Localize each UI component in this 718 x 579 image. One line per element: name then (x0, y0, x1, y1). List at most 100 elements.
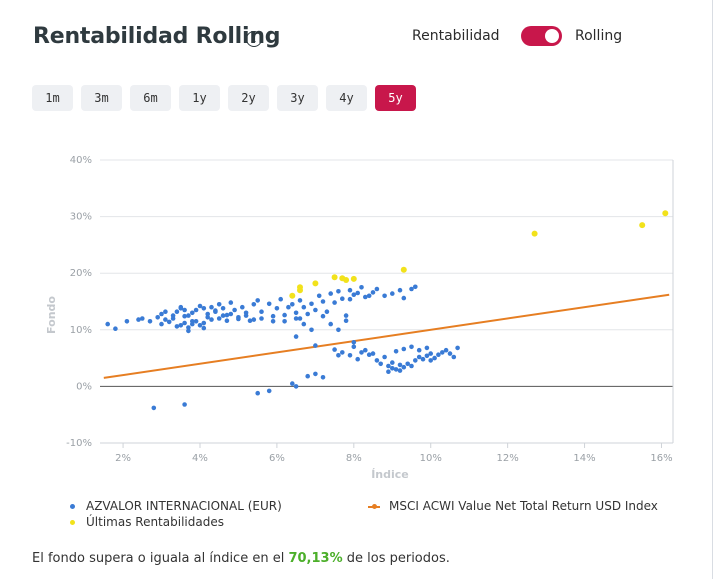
period-button-1m[interactable]: 1m (32, 85, 73, 111)
fund-data-point (255, 390, 260, 396)
fund-data-point (390, 360, 395, 365)
fund-data-point (432, 355, 437, 361)
y-tick-label: 10% (70, 325, 92, 336)
info-icon[interactable]: i (246, 31, 262, 47)
latest-return-point (400, 266, 407, 273)
fund-data-point (370, 351, 376, 356)
fund-data-point (313, 307, 318, 313)
scatter-chart: -10% 0% 10% 20% 30% 40% 2% 4% 6% 8% 10% 12% 14% 16% F… (45, 155, 674, 480)
fund-data-point (347, 287, 353, 293)
period-button-3y[interactable]: 3y (277, 85, 318, 111)
fund-data-point (228, 311, 234, 317)
x-tick-label: 12% (497, 453, 519, 464)
fund-data-point (186, 325, 191, 330)
fund-data-point (251, 302, 257, 307)
period-button-5y[interactable]: 5y (375, 85, 416, 111)
x-axis-label: Índice (371, 468, 409, 480)
fund-data-point (424, 353, 430, 359)
fund-data-point (378, 361, 384, 367)
latest-return-point (350, 275, 357, 282)
fund-data-point (332, 347, 337, 352)
fund-data-point (301, 304, 307, 310)
fund-data-point (216, 316, 222, 321)
latest-return-point (662, 210, 669, 217)
fund-data-point (190, 310, 195, 316)
fund-data-point (166, 319, 172, 325)
fund-data-point (366, 293, 372, 299)
fund-data-point (447, 351, 453, 356)
fund-data-point (170, 316, 176, 321)
x-tick-label: 10% (420, 453, 442, 464)
toggle-knob (545, 29, 559, 43)
legend-item-latest[interactable]: Últimas Rentabilidades (70, 515, 224, 529)
legend-item-fund[interactable]: AZVALOR INTERNACIONAL (EUR) (70, 499, 282, 513)
fund-data-point (209, 317, 214, 322)
fund-data-point (336, 289, 341, 294)
fund-data-point (359, 285, 364, 290)
fund-data-point (347, 353, 353, 358)
latest-return-point (289, 292, 296, 299)
fund-data-point (359, 350, 364, 355)
fund-data-point (259, 309, 264, 314)
fund-data-point (386, 363, 391, 369)
fund-data-point (178, 306, 184, 311)
fund-data-point (309, 327, 314, 333)
period-button-3m[interactable]: 3m (81, 85, 122, 111)
fund-data-point (451, 354, 457, 360)
fund-data-point (197, 303, 203, 309)
fund-data-point (301, 321, 307, 327)
page-title: Rentabilidad Rolling (33, 24, 281, 49)
period-selector: 1m 3m 6m 1y 2y 3y 4y 5y (32, 85, 416, 111)
fund-data-point (336, 353, 341, 358)
legend-label-latest: Últimas Rentabilidades (86, 515, 224, 529)
fund-data-point (428, 358, 434, 363)
fund-data-point (140, 316, 145, 321)
fund-data-point (205, 315, 210, 320)
fund-data-point (147, 319, 153, 324)
fund-data-point (347, 296, 353, 302)
y-tick-label: 0% (76, 381, 92, 392)
y-axis-label: Fondo (45, 296, 58, 334)
fund-data-point (336, 327, 341, 333)
fund-data-point (386, 369, 391, 374)
fund-data-point (390, 366, 395, 371)
period-button-4y[interactable]: 4y (326, 85, 367, 111)
x-tick-label: 8% (346, 453, 362, 464)
y-tick-label: 30% (70, 212, 92, 223)
fund-data-point (351, 344, 357, 350)
fund-data-point (186, 313, 191, 318)
rolling-toggle-switch[interactable] (521, 26, 562, 46)
fund-data-point (363, 347, 368, 353)
fund-data-point (278, 296, 284, 302)
period-button-6m[interactable]: 6m (130, 85, 171, 111)
fund-data-point (205, 311, 210, 317)
fund-data-point (266, 388, 272, 394)
fund-data-point (290, 381, 295, 386)
fund-data-point (213, 308, 218, 313)
fund-data-point (136, 317, 141, 322)
fund-data-point (320, 313, 326, 319)
fund-data-point (290, 302, 295, 307)
fund-data-point (259, 316, 264, 321)
fund-data-point (297, 316, 303, 321)
fund-data-point (174, 324, 180, 329)
fund-data-point (201, 306, 207, 311)
fund-data-point (309, 301, 314, 307)
period-button-1y[interactable]: 1y (179, 85, 220, 111)
x-tick-label: 14% (573, 453, 595, 464)
legend-item-index[interactable]: MSCI ACWI Value Net Total Return USD Ind… (368, 499, 658, 513)
latest-return-point (639, 222, 646, 229)
toggle-label-rentabilidad[interactable]: Rentabilidad (412, 28, 500, 44)
fund-data-point (316, 293, 322, 299)
period-button-2y[interactable]: 2y (228, 85, 269, 111)
fund-data-point (163, 317, 168, 322)
fund-data-point (220, 306, 226, 311)
toggle-label-rolling[interactable]: Rolling (575, 28, 623, 44)
fund-data-point (436, 352, 441, 357)
fund-data-point (193, 319, 199, 324)
fund-data-point (209, 304, 214, 310)
fund-data-point (243, 313, 249, 318)
fund-data-point (328, 291, 334, 296)
fund-data-point (297, 298, 303, 303)
